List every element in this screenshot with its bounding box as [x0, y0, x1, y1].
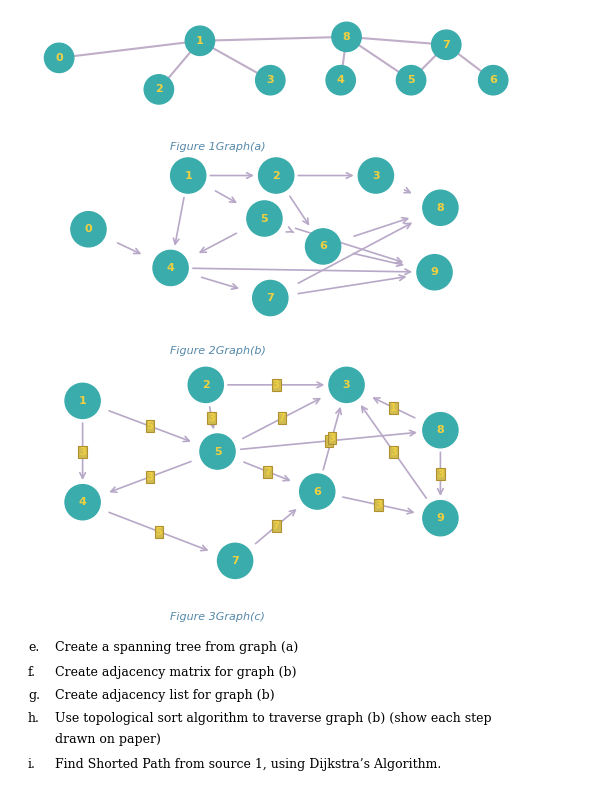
Ellipse shape	[45, 43, 74, 72]
Ellipse shape	[253, 280, 288, 316]
Text: f.: f.	[28, 666, 36, 679]
Text: 7: 7	[326, 436, 332, 446]
Text: 5: 5	[261, 213, 268, 224]
Text: 7: 7	[264, 466, 271, 477]
Text: 2: 2	[155, 84, 163, 95]
Ellipse shape	[423, 190, 458, 225]
Ellipse shape	[144, 75, 174, 104]
Text: Create adjacency matrix for graph (b): Create adjacency matrix for graph (b)	[55, 666, 296, 679]
Text: 8: 8	[436, 425, 444, 435]
Text: Use topological sort algorithm to traverse graph (b) (show each step: Use topological sort algorithm to traver…	[55, 712, 492, 725]
Text: i.: i.	[28, 758, 36, 771]
Text: 3: 3	[266, 75, 274, 85]
Ellipse shape	[306, 228, 341, 264]
Text: h.: h.	[28, 712, 40, 725]
Text: 7: 7	[231, 556, 239, 566]
Text: 4: 4	[167, 263, 175, 273]
Text: 5: 5	[155, 526, 163, 537]
Text: Figure 2Graph(b): Figure 2Graph(b)	[170, 346, 265, 356]
Text: Create a spanning tree from graph (a): Create a spanning tree from graph (a)	[55, 641, 298, 654]
Ellipse shape	[153, 250, 188, 286]
Ellipse shape	[332, 22, 361, 52]
Ellipse shape	[218, 543, 253, 579]
Text: 6: 6	[489, 75, 497, 85]
Text: e.: e.	[28, 641, 39, 654]
Text: 3: 3	[79, 447, 86, 457]
Text: 6: 6	[319, 241, 327, 252]
Ellipse shape	[397, 65, 426, 95]
Ellipse shape	[478, 65, 508, 95]
Text: 9: 9	[436, 513, 444, 523]
Ellipse shape	[65, 485, 100, 520]
Text: 3: 3	[372, 170, 379, 181]
Ellipse shape	[170, 158, 206, 193]
Ellipse shape	[188, 367, 224, 403]
Text: Create adjacency list for graph (b): Create adjacency list for graph (b)	[55, 689, 274, 702]
Text: 3: 3	[329, 433, 335, 443]
Text: 3: 3	[375, 500, 382, 510]
Ellipse shape	[358, 158, 393, 193]
Text: 5: 5	[147, 421, 153, 431]
Text: 3: 3	[343, 380, 350, 390]
Text: Find Shorted Path from source 1, using Dijkstra’s Algorithm.: Find Shorted Path from source 1, using D…	[55, 758, 441, 771]
Text: 9: 9	[431, 267, 439, 277]
Text: 5: 5	[408, 75, 415, 85]
Text: 7: 7	[442, 40, 450, 49]
Ellipse shape	[423, 501, 458, 536]
Text: 6: 6	[313, 486, 321, 497]
Text: 3: 3	[147, 472, 153, 482]
Text: 1: 1	[79, 396, 87, 406]
Text: 0: 0	[85, 224, 92, 234]
Text: 8: 8	[343, 32, 351, 42]
Text: 7: 7	[279, 413, 285, 423]
Text: Figure 1Graph(a): Figure 1Graph(a)	[170, 142, 265, 152]
Text: drawn on paper): drawn on paper)	[55, 733, 161, 746]
Text: 8: 8	[436, 203, 444, 213]
Ellipse shape	[258, 158, 294, 193]
Text: 3: 3	[273, 380, 280, 390]
Text: 3: 3	[390, 447, 397, 457]
Text: 7: 7	[266, 293, 274, 303]
Text: 1: 1	[185, 170, 192, 181]
Ellipse shape	[255, 65, 285, 95]
Text: 5: 5	[214, 447, 221, 457]
Text: 4: 4	[337, 75, 345, 85]
Text: 3: 3	[437, 469, 444, 479]
Text: 4: 4	[79, 498, 87, 507]
Ellipse shape	[431, 30, 461, 60]
Text: 7: 7	[273, 521, 280, 531]
Text: g.: g.	[28, 689, 40, 702]
Ellipse shape	[247, 201, 282, 236]
Ellipse shape	[329, 367, 364, 403]
Ellipse shape	[71, 212, 106, 247]
Ellipse shape	[417, 255, 452, 290]
Ellipse shape	[326, 65, 356, 95]
Text: 2: 2	[202, 380, 210, 390]
Ellipse shape	[185, 26, 214, 56]
Ellipse shape	[65, 383, 100, 419]
Ellipse shape	[299, 474, 335, 509]
Text: 3: 3	[208, 413, 215, 423]
Text: 2: 2	[273, 170, 280, 181]
Text: 1: 1	[390, 403, 397, 412]
Text: 1: 1	[196, 36, 204, 46]
Ellipse shape	[423, 412, 458, 448]
Ellipse shape	[200, 434, 235, 469]
Text: Figure 3Graph(c): Figure 3Graph(c)	[170, 612, 265, 622]
Text: 0: 0	[56, 53, 63, 63]
